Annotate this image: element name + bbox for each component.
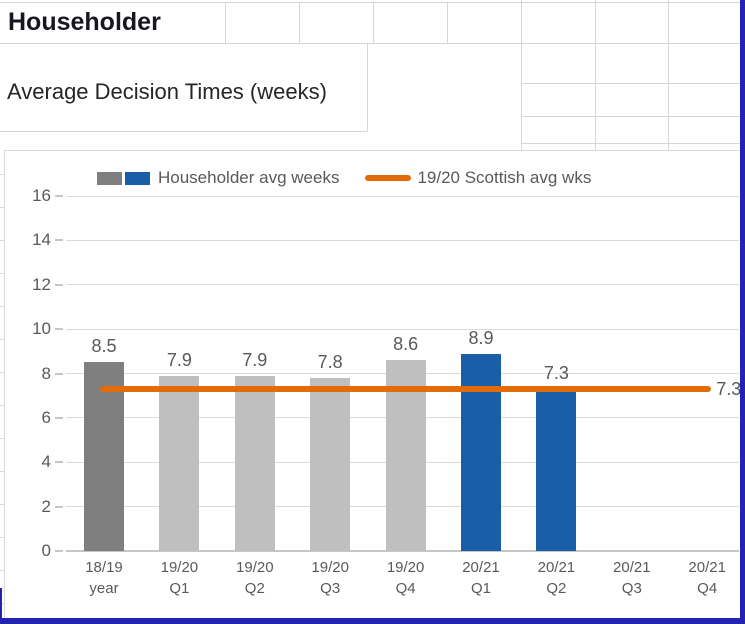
x-axis-label: 20/21 Q2 xyxy=(518,557,594,599)
chart[interactable]: Householder avg weeks 19/20 Scottish avg… xyxy=(4,150,744,624)
legend-swatch-householder-blue xyxy=(125,171,150,185)
x-axis-label-line: 19/20 xyxy=(386,559,425,576)
bar-data-label: 7.9 xyxy=(166,349,192,370)
gridline xyxy=(373,2,374,43)
x-axis-label-line: 20/21 xyxy=(537,559,576,576)
x-axis-label-line: 20/21 xyxy=(613,559,651,576)
gridline xyxy=(0,2,745,3)
y-axis-label: 14 xyxy=(32,230,51,250)
gridline xyxy=(367,43,368,131)
x-axis-line xyxy=(66,550,739,552)
y-axis-tick xyxy=(55,195,63,197)
x-axis-label: 20/21 Q1 xyxy=(443,557,519,599)
x-axis-label-line: Q1 xyxy=(169,580,190,597)
x-axis-label: 19/20 Q1 xyxy=(141,557,217,599)
gridline xyxy=(668,0,669,150)
bar-19-20-Q2 xyxy=(234,375,275,551)
window-border-left xyxy=(0,588,2,624)
bar-data-label: 8.5 xyxy=(91,336,117,357)
gridline xyxy=(521,143,745,144)
cell-sheet-title[interactable]: Householder xyxy=(8,8,161,36)
bar-20-21-Q2 xyxy=(536,389,577,551)
x-axis-label: 19/20 Q4 xyxy=(368,557,444,599)
x-axis-label-line: 18/19 xyxy=(85,559,123,576)
cell-sheet-subtitle[interactable]: Average Decision Times (weeks) xyxy=(7,79,327,104)
x-axis-label-line: Q3 xyxy=(320,580,341,597)
x-axis-label-line: 19/20 xyxy=(160,559,199,576)
bar-data-label: 7.8 xyxy=(317,351,343,372)
x-axis-label-line: Q4 xyxy=(395,580,416,597)
y-axis-label: 6 xyxy=(41,407,51,427)
y-axis-label: 2 xyxy=(41,496,51,516)
scottish-avg-line xyxy=(100,386,712,393)
gridline xyxy=(521,0,522,150)
bar-data-label: 7.3 xyxy=(543,363,569,384)
bar-data-label: 8.6 xyxy=(393,334,419,355)
y-axis-tick xyxy=(55,372,63,375)
gridline xyxy=(447,2,448,43)
gridline xyxy=(521,83,745,84)
x-axis-label: 20/21 Q3 xyxy=(594,557,670,599)
x-axis-label-line: year xyxy=(89,580,119,597)
gridline xyxy=(299,2,300,43)
legend-swatch-householder-gray xyxy=(97,171,122,185)
legend-label-householder: Householder avg weeks xyxy=(158,168,340,187)
bar-19-20-Q3 xyxy=(310,377,351,551)
bar-data-label: 8.9 xyxy=(468,327,494,348)
gridline xyxy=(521,116,745,117)
bar-18-19-year xyxy=(84,362,124,551)
spreadsheet[interactable]: Householder Average Decision Times (week… xyxy=(0,0,745,150)
x-axis-label-line: Q2 xyxy=(244,580,265,597)
gridline xyxy=(225,2,226,43)
x-axis-label: 19/20 Q2 xyxy=(217,557,293,599)
gridline xyxy=(66,239,739,241)
gridline xyxy=(66,284,739,286)
window-border-bottom xyxy=(0,618,745,624)
y-axis-label: 8 xyxy=(41,363,51,383)
gridline xyxy=(66,328,739,330)
y-axis-label: 16 xyxy=(32,186,51,205)
legend-label-scottish-avg: 19/20 Scottish avg wks xyxy=(417,168,592,187)
x-axis-label-line: Q3 xyxy=(621,580,642,597)
x-axis-label-line: Q2 xyxy=(546,580,567,597)
y-axis-tick xyxy=(55,461,63,464)
x-axis-label: 20/21 Q4 xyxy=(669,557,745,599)
bar-20-21-Q1 xyxy=(461,353,501,551)
y-axis-tick xyxy=(55,550,63,552)
gridline xyxy=(0,43,745,44)
x-axis-label-line: 19/20 xyxy=(236,559,274,576)
gridline xyxy=(0,131,367,132)
x-axis-label-line: Q4 xyxy=(697,580,718,597)
y-axis-label: 12 xyxy=(32,274,51,294)
y-axis-tick xyxy=(55,416,63,419)
gridline xyxy=(66,195,739,197)
y-axis-label: 4 xyxy=(41,452,51,472)
x-axis-label: 19/20 Q3 xyxy=(292,557,368,599)
y-axis-tick xyxy=(55,328,63,331)
scottish-avg-line-label: 7.3 xyxy=(716,379,742,400)
y-axis-tick xyxy=(55,505,63,508)
x-axis-label: 18/19 year xyxy=(66,557,142,599)
y-axis-label: 0 xyxy=(41,541,51,560)
window-border-right xyxy=(740,0,745,624)
chart-legend: Householder avg weeks 19/20 Scottish avg… xyxy=(97,167,591,189)
x-axis-label-line: 19/20 xyxy=(311,559,349,576)
legend-line-swatch-icon xyxy=(365,175,412,181)
sheet-row-edge xyxy=(0,150,4,624)
x-axis-label-line: 20/21 xyxy=(462,559,500,576)
y-axis-tick xyxy=(55,283,63,286)
bar-19-20-Q1 xyxy=(159,375,200,551)
bar-data-label: 7.9 xyxy=(242,349,268,370)
y-axis-tick xyxy=(55,239,63,242)
x-axis-label-line: Q1 xyxy=(470,580,491,597)
gridline xyxy=(595,0,596,150)
y-axis-label: 10 xyxy=(32,319,51,339)
x-axis-label-line: 20/21 xyxy=(688,559,726,576)
